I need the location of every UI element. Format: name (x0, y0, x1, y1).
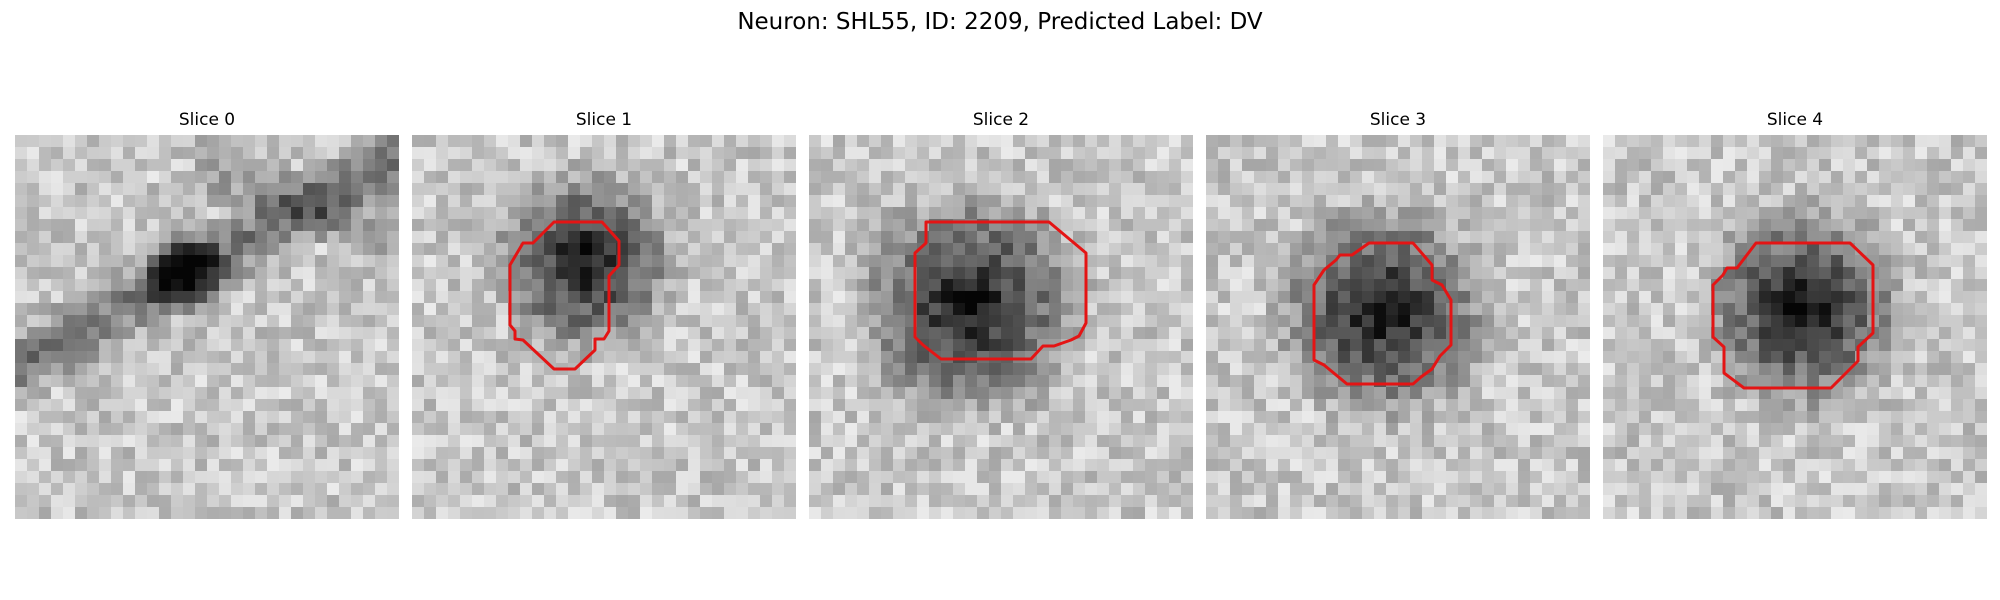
slice-image (1603, 135, 1987, 519)
slice-title: Slice 3 (1369, 110, 1427, 130)
slice-image (412, 135, 796, 519)
slice-panel-0: Slice 0 (15, 108, 399, 519)
roi-contour (1711, 241, 1875, 390)
slice-image (1206, 135, 1590, 519)
pixel-grid (15, 135, 399, 519)
slice-title: Slice 1 (575, 110, 633, 130)
pixel-grid (809, 135, 1193, 519)
roi-contour (1312, 241, 1453, 386)
slice-panel-2: Slice 2 (809, 108, 1193, 519)
slice-svg (809, 135, 1193, 519)
slice-title: Slice 2 (972, 110, 1030, 130)
slice-title: Slice 4 (1766, 110, 1824, 130)
roi-contour (508, 220, 621, 371)
slice-svg (412, 135, 796, 519)
slice-image (809, 135, 1193, 519)
slice-svg (1206, 135, 1590, 519)
slice-panel-4: Slice 4 (1603, 108, 1987, 519)
slice-panel-3: Slice 3 (1206, 108, 1590, 519)
slice-svg (1603, 135, 1987, 519)
slice-panel-1: Slice 1 (412, 108, 796, 519)
figure-title: Neuron: SHL55, ID: 2209, Predicted Label… (737, 9, 1263, 35)
slice-title: Slice 0 (178, 110, 236, 130)
slice-image (15, 135, 399, 519)
pixel-grid (412, 135, 796, 519)
pixel-grid (1603, 135, 1987, 519)
roi-contour (913, 220, 1088, 361)
slice-svg (15, 135, 399, 519)
pixel-grid (1206, 135, 1590, 519)
